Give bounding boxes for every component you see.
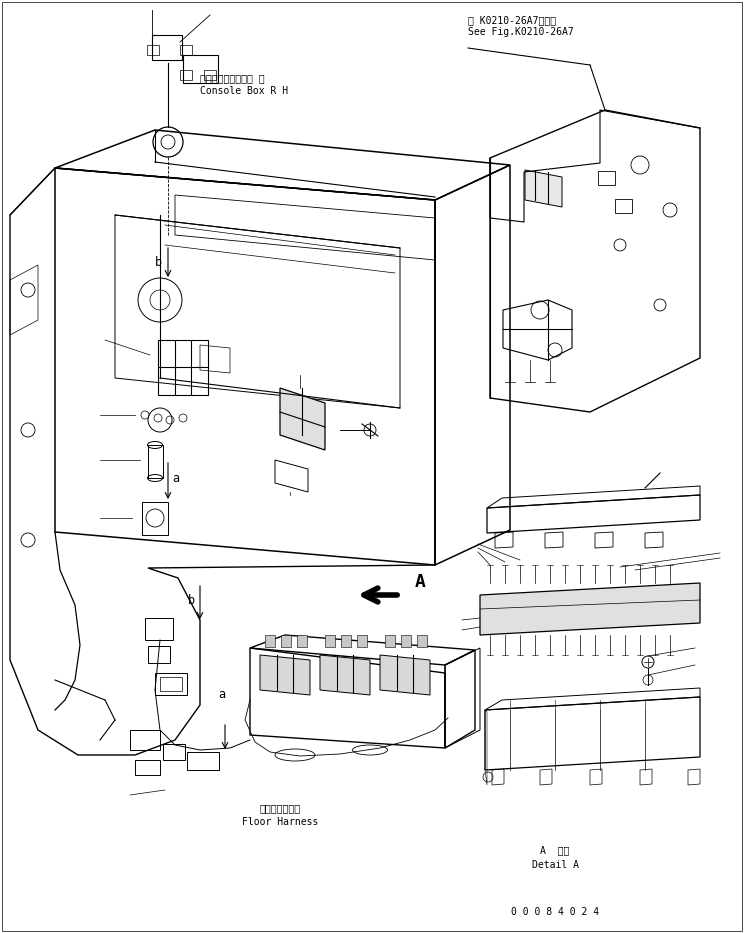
Text: See Fig.K0210-26A7: See Fig.K0210-26A7	[468, 27, 574, 37]
Bar	[145, 618, 173, 640]
Bar	[187, 752, 219, 770]
Bar	[297, 635, 307, 647]
Text: b: b	[155, 256, 162, 269]
Polygon shape	[480, 583, 700, 635]
Bar	[160, 677, 182, 691]
Bar	[180, 70, 192, 80]
Polygon shape	[280, 388, 325, 450]
Bar	[130, 730, 160, 750]
Text: Floor Harness: Floor Harness	[242, 817, 318, 827]
Polygon shape	[260, 655, 310, 695]
Polygon shape	[320, 655, 370, 695]
Bar	[204, 70, 216, 80]
Text: a: a	[218, 689, 225, 702]
Bar	[341, 635, 351, 647]
Bar	[148, 646, 170, 663]
Bar	[152, 35, 182, 60]
Bar	[417, 635, 427, 647]
Text: a: a	[172, 471, 179, 484]
Bar	[135, 760, 160, 775]
Polygon shape	[525, 170, 562, 207]
Bar	[401, 635, 411, 647]
Text: 0 0 0 8 4 0 2 4: 0 0 0 8 4 0 2 4	[511, 907, 599, 917]
Text: コンソールボックス 右: コンソールボックス 右	[200, 73, 265, 83]
Bar	[180, 45, 192, 55]
Text: b: b	[188, 593, 195, 606]
Bar	[385, 635, 395, 647]
Bar	[615, 199, 632, 213]
Polygon shape	[380, 655, 430, 695]
Bar	[155, 673, 187, 695]
Text: A: A	[415, 573, 426, 591]
Text: フロアハーネス: フロアハーネス	[260, 803, 301, 813]
Bar	[163, 744, 185, 760]
Bar	[281, 635, 291, 647]
Text: 第 K0210-26A7図参照: 第 K0210-26A7図参照	[468, 15, 556, 25]
Bar	[183, 55, 218, 83]
Text: Console Box R H: Console Box R H	[200, 86, 288, 96]
Text: A  詳細: A 詳細	[540, 845, 570, 855]
Bar	[325, 635, 335, 647]
Text: Detail A: Detail A	[531, 860, 579, 870]
Bar	[598, 171, 615, 185]
Bar	[147, 45, 159, 55]
Bar	[357, 635, 367, 647]
Bar	[265, 635, 275, 647]
